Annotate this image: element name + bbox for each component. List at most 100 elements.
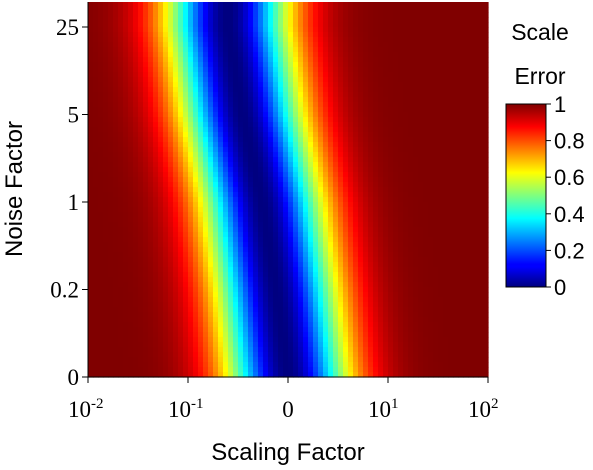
heatmap-cell (423, 2, 429, 8)
heatmap-cell (258, 42, 264, 48)
heatmap-cell (238, 127, 244, 133)
heatmap-cell (428, 292, 434, 298)
heatmap-cell (393, 232, 399, 238)
heatmap-cell (308, 137, 314, 143)
heatmap-cell (398, 172, 404, 178)
heatmap-cell (193, 277, 199, 283)
heatmap-cell (433, 127, 439, 133)
heatmap-cell (143, 202, 149, 208)
heatmap-cell (168, 72, 174, 78)
heatmap-cell (163, 267, 169, 273)
heatmap-cell (293, 247, 299, 253)
heatmap-cell (293, 47, 299, 53)
heatmap-cell (333, 302, 339, 308)
heatmap-cell (128, 297, 134, 303)
heatmap-cell (328, 112, 334, 118)
heatmap-cell (448, 192, 454, 198)
heatmap-cell (303, 272, 309, 278)
heatmap-cell (158, 272, 164, 278)
heatmap-cell (418, 237, 424, 243)
heatmap-cell (98, 72, 104, 78)
heatmap-cell (203, 312, 209, 318)
heatmap-cell (368, 7, 374, 13)
heatmap-cell (273, 87, 279, 93)
heatmap-cell (223, 22, 229, 28)
heatmap-cell (273, 112, 279, 118)
heatmap-cell (288, 117, 294, 123)
heatmap-cell (323, 252, 329, 258)
heatmap-cell (88, 267, 94, 273)
heatmap-cell (163, 47, 169, 53)
heatmap-cell (438, 17, 444, 23)
heatmap-cell (278, 107, 284, 113)
heatmap-cell (383, 97, 389, 103)
heatmap-cell (93, 52, 99, 58)
heatmap-cell (228, 47, 234, 53)
heatmap-cell (218, 112, 224, 118)
heatmap-cell (328, 267, 334, 273)
heatmap-cell (343, 42, 349, 48)
heatmap-cell (368, 182, 374, 188)
heatmap-cell (133, 262, 139, 268)
heatmap-cell (333, 272, 339, 278)
heatmap-cell (278, 17, 284, 23)
heatmap-cell (143, 167, 149, 173)
heatmap-cell (188, 267, 194, 273)
heatmap-cell (208, 42, 214, 48)
heatmap-cell (228, 112, 234, 118)
heatmap-cell (463, 252, 469, 258)
heatmap-cell (408, 217, 414, 223)
heatmap-cell (413, 142, 419, 148)
heatmap-cell (133, 302, 139, 308)
heatmap-cell (383, 197, 389, 203)
heatmap-cell (278, 237, 284, 243)
heatmap-cell (178, 157, 184, 163)
heatmap-cell (448, 162, 454, 168)
heatmap-cell (213, 217, 219, 223)
heatmap-cell (318, 122, 324, 128)
heatmap-cell (178, 142, 184, 148)
heatmap-cell (313, 167, 319, 173)
heatmap-cell (158, 117, 164, 123)
heatmap-cell (433, 262, 439, 268)
heatmap-cell (293, 52, 299, 58)
heatmap-cell (233, 42, 239, 48)
heatmap-cell (308, 307, 314, 313)
heatmap-cell (408, 222, 414, 228)
heatmap-cell (278, 272, 284, 278)
heatmap-cell (383, 102, 389, 108)
heatmap-cell (203, 172, 209, 178)
heatmap-cell (213, 147, 219, 153)
heatmap-cell (138, 142, 144, 148)
heatmap-cell (453, 67, 459, 73)
heatmap-cell (383, 147, 389, 153)
heatmap-cell (223, 312, 229, 318)
heatmap-cell (213, 112, 219, 118)
heatmap-cell (343, 82, 349, 88)
heatmap-cell (248, 42, 254, 48)
heatmap-cell (338, 277, 344, 283)
heatmap-cell (103, 277, 109, 283)
heatmap-cell (88, 237, 94, 243)
heatmap-cell (168, 282, 174, 288)
heatmap-cell (478, 12, 484, 18)
heatmap-cell (233, 57, 239, 63)
heatmap-cell (98, 32, 104, 38)
heatmap-cell (303, 97, 309, 103)
heatmap-cell (388, 177, 394, 183)
heatmap-cell (228, 32, 234, 38)
heatmap-cell (173, 307, 179, 313)
heatmap-cell (318, 237, 324, 243)
heatmap-cell (108, 107, 114, 113)
heatmap-cell (318, 132, 324, 138)
heatmap-cell (378, 147, 384, 153)
heatmap-cell (143, 12, 149, 18)
heatmap-cell (158, 107, 164, 113)
heatmap-cell (263, 17, 269, 23)
heatmap-cell (408, 147, 414, 153)
heatmap-cell (243, 27, 249, 33)
heatmap-cell (313, 97, 319, 103)
heatmap-cell (183, 142, 189, 148)
heatmap-cell (298, 37, 304, 43)
heatmap-cell (233, 27, 239, 33)
